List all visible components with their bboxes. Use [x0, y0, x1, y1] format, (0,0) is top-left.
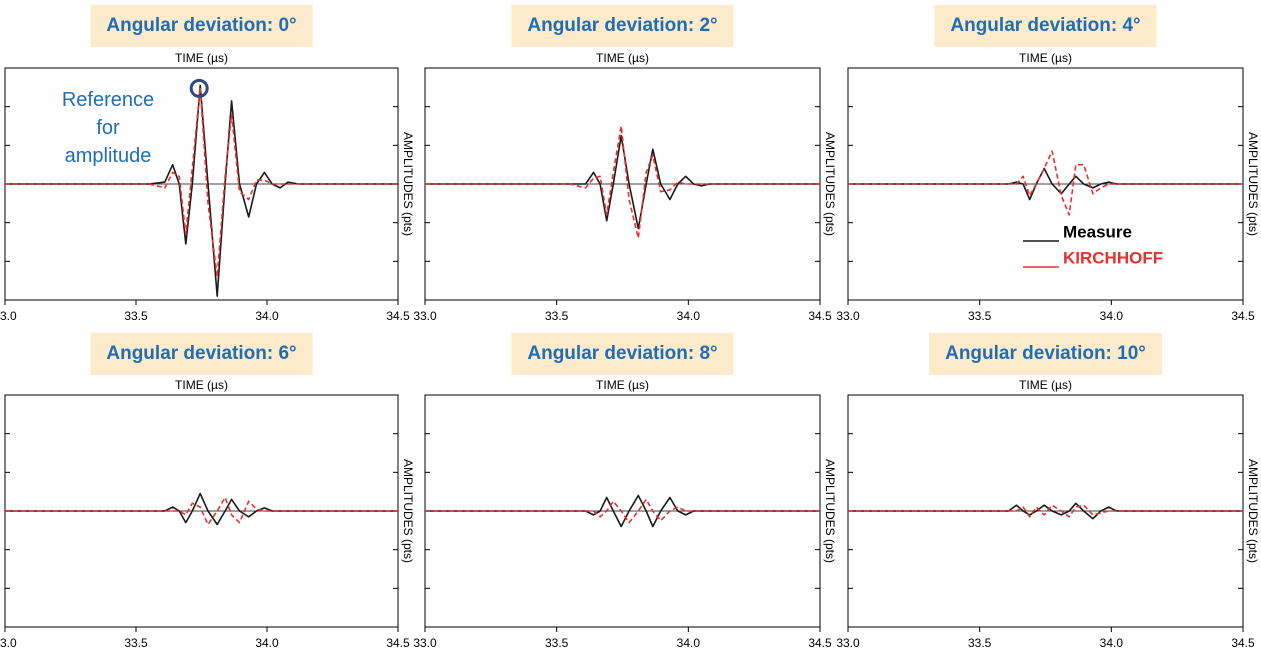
x-tick-label: 34.0 — [255, 309, 279, 323]
x-tick-label: 33.5 — [124, 309, 148, 323]
series-line — [848, 150, 1243, 216]
series-line — [5, 86, 398, 278]
x-tick-label: 34.0 — [255, 636, 279, 648]
panel: Angular deviation: 10° TIME (µs) AMPLITUDE… — [836, 333, 1260, 648]
panel: Angular deviation: 2° TIME (µs) AMPLITUDES… — [413, 5, 837, 323]
legend-label: KIRCHHOFF — [1063, 248, 1163, 267]
series-line — [5, 496, 398, 526]
x-tick-label: 33.5 — [968, 309, 992, 323]
x-tick-label: 33.0 — [0, 309, 17, 323]
x-tick-label: 34.5 — [1231, 636, 1255, 648]
x-axis-label: TIME (µs) — [175, 378, 228, 392]
x-tick-label: 33.0 — [836, 636, 860, 648]
x-tick-label: 34.5 — [386, 636, 410, 648]
series-line — [425, 125, 820, 239]
y-axis-label: AMPLITUDES (pts) — [401, 459, 415, 563]
x-axis-label: TIME (µs) — [1019, 51, 1072, 65]
x-tick-label: 33.5 — [968, 636, 992, 648]
y-axis-label: AMPLITUDES (pts) — [823, 132, 837, 236]
panel-title: Angular deviation: 6° — [106, 343, 296, 364]
x-tick-label: 34.0 — [1100, 309, 1124, 323]
x-tick-label: 33.0 — [413, 309, 437, 323]
reference-marker — [189, 78, 209, 98]
x-axis-label: TIME (µs) — [1019, 378, 1072, 392]
x-axis-label: TIME (µs) — [175, 51, 228, 65]
y-axis-label: AMPLITUDES (pts) — [401, 132, 415, 236]
x-tick-label: 34.5 — [1231, 309, 1255, 323]
x-tick-label: 34.0 — [677, 309, 701, 323]
legend-label: Measure — [1063, 222, 1132, 241]
panel-title: Angular deviation: 4° — [950, 15, 1140, 36]
y-axis-label: AMPLITUDES (pts) — [1246, 459, 1260, 563]
title-box — [934, 5, 1157, 47]
panel-title: Angular deviation: 0° — [106, 15, 296, 36]
panel: Angular deviation: 4° TIME (µs) AMPLITUDES… — [836, 5, 1260, 323]
x-tick-label: 33.5 — [124, 636, 148, 648]
y-axis-label: AMPLITUDES (pts) — [823, 459, 837, 563]
x-tick-label: 34.5 — [808, 309, 832, 323]
title-box — [90, 5, 313, 47]
x-axis-label: TIME (µs) — [596, 51, 649, 65]
x-tick-label: 33.0 — [836, 309, 860, 323]
title-box — [511, 333, 734, 375]
title-box — [511, 5, 734, 47]
series-line — [425, 498, 820, 524]
x-tick-label: 34.5 — [808, 636, 832, 648]
x-tick-label: 33.0 — [0, 636, 17, 648]
panel-title: Angular deviation: 10° — [945, 343, 1146, 364]
panel: Angular deviation: 0° TIME (µs) AMPLITUDES… — [0, 5, 415, 323]
panel: Angular deviation: 6° TIME (µs) AMPLITUDES… — [0, 333, 415, 648]
title-box — [929, 333, 1162, 375]
y-axis-label: AMPLITUDES (pts) — [1246, 132, 1260, 236]
series-line — [848, 504, 1243, 518]
x-tick-label: 34.0 — [677, 636, 701, 648]
panel-title: Angular deviation: 2° — [527, 15, 717, 36]
panel: Angular deviation: 8° TIME (µs) AMPLITUDES… — [413, 333, 837, 648]
title-box — [90, 333, 313, 375]
annotation: Reference for amplitude — [62, 89, 154, 167]
x-tick-label: 34.5 — [386, 309, 410, 323]
series-line — [5, 84, 398, 297]
x-axis-label: TIME (µs) — [596, 378, 649, 392]
x-tick-label: 33.0 — [413, 636, 437, 648]
x-tick-label: 33.5 — [545, 636, 569, 648]
x-tick-label: 34.0 — [1100, 636, 1124, 648]
panel-title: Angular deviation: 8° — [527, 343, 717, 364]
x-tick-label: 33.5 — [545, 309, 569, 323]
